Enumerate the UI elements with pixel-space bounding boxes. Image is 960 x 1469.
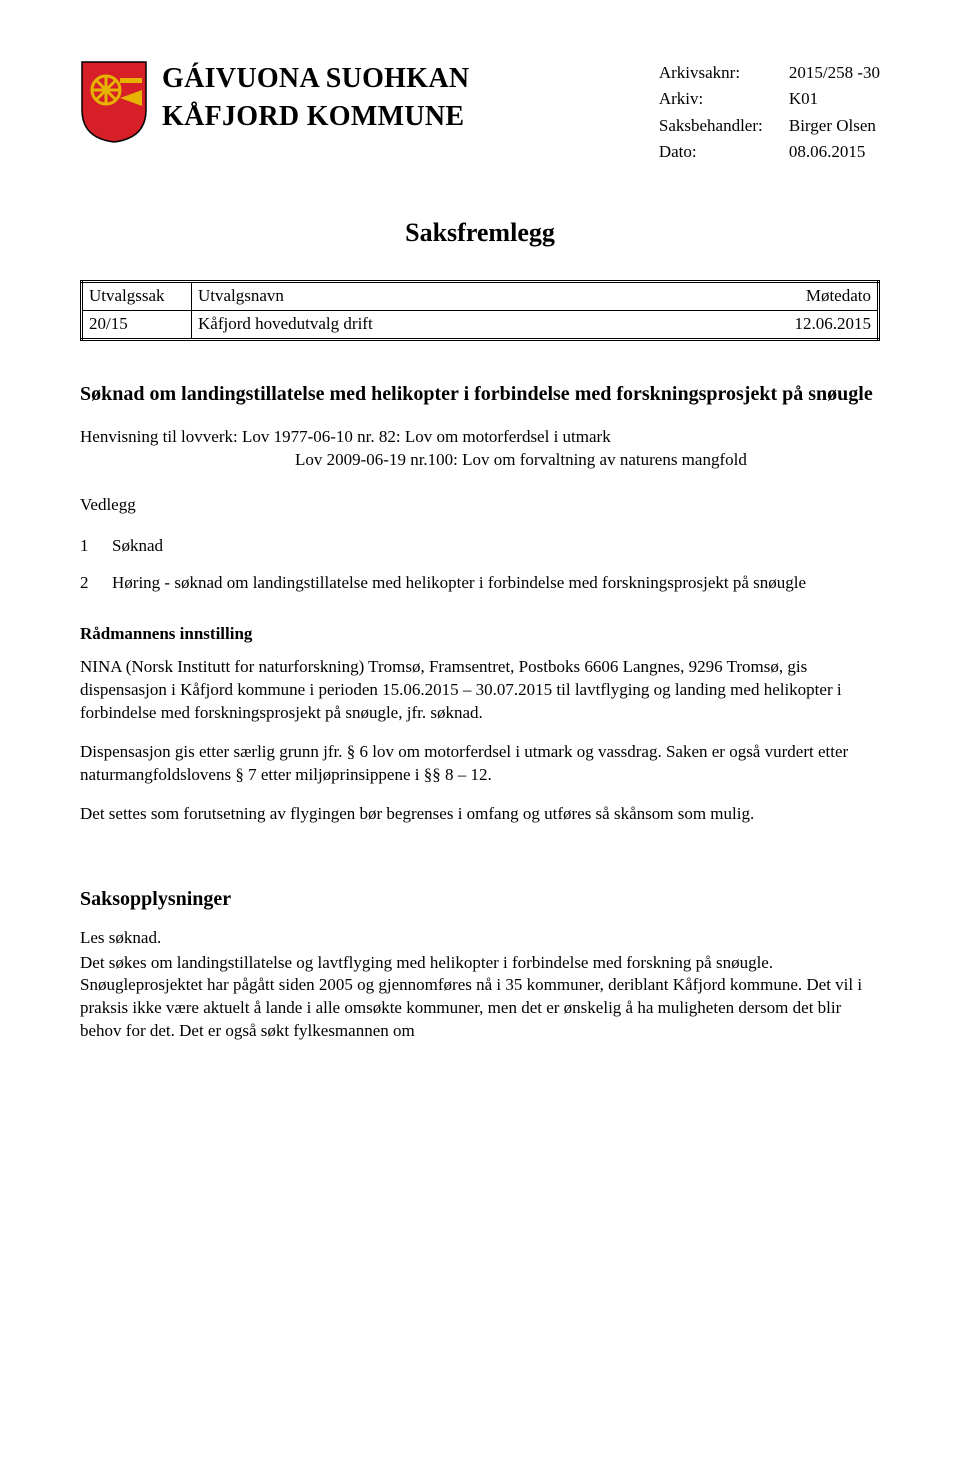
org-line-1: GÁIVUONA SUOHKAN [162,60,469,98]
table-cell: Kåfjord hovedutvalg drift [192,311,769,340]
meta-label: Dato: [659,139,789,165]
law-ref-line: Lov 2009-06-19 nr.100: Lov om forvaltnin… [80,449,880,472]
recommendation-paragraph: Det settes som forutsetning av flygingen… [80,803,880,826]
col-header: Utvalgssak [82,282,192,311]
attachment-number: 2 [80,572,94,595]
attachment-item: 1 Søknad [80,535,880,558]
case-title: Søknad om landingstillatelse med helikop… [80,381,880,408]
table-cell: 20/15 [82,311,192,340]
col-header: Møtedato [769,282,879,311]
meta-row: Arkivsaknr: 2015/258 -30 [659,60,880,86]
committee-table: Utvalgssak Utvalgsnavn Møtedato 20/15 Kå… [80,280,880,341]
recommendation-paragraph: NINA (Norsk Institutt for naturforskning… [80,656,880,725]
document-header: GÁIVUONA SUOHKAN KÅFJORD KOMMUNE Arkivsa… [80,60,880,165]
case-info-lead: Les søknad. [80,927,880,950]
recommendation-heading: Rådmannens innstilling [80,623,880,646]
recommendation-paragraph: Dispensasjon gis etter særlig grunn jfr.… [80,741,880,787]
attachment-number: 1 [80,535,94,558]
meta-value: K01 [789,86,818,112]
case-meta-block: Arkivsaknr: 2015/258 -30 Arkiv: K01 Saks… [659,60,880,165]
meta-value: 08.06.2015 [789,139,866,165]
org-line-2: KÅFJORD KOMMUNE [162,98,469,136]
case-info-body: Det søkes om landingstillatelse og lavtf… [80,952,880,1044]
case-info-heading: Saksopplysninger [80,886,880,913]
attachment-text: Høring - søknad om landingstillatelse me… [112,572,806,595]
law-reference-block: Henvisning til lovverk: Lov 1977-06-10 n… [80,426,880,472]
meta-value: Birger Olsen [789,113,876,139]
meta-value: 2015/258 -30 [789,60,880,86]
col-header: Utvalgsnavn [192,282,769,311]
vedlegg-heading: Vedlegg [80,494,880,517]
meta-label: Saksbehandler: [659,113,789,139]
document-type-title: Saksfremlegg [80,215,880,250]
meta-row: Saksbehandler: Birger Olsen [659,113,880,139]
law-ref-line: Henvisning til lovverk: Lov 1977-06-10 n… [80,426,880,449]
meta-label: Arkivsaknr: [659,60,789,86]
municipal-crest-icon [80,60,148,151]
meta-label: Arkiv: [659,86,789,112]
attachment-text: Søknad [112,535,163,558]
meta-row: Dato: 08.06.2015 [659,139,880,165]
table-cell: 12.06.2015 [769,311,879,340]
attachment-item: 2 Høring - søknad om landingstillatelse … [80,572,880,595]
meta-row: Arkiv: K01 [659,86,880,112]
org-name-block: GÁIVUONA SUOHKAN KÅFJORD KOMMUNE [162,60,469,136]
